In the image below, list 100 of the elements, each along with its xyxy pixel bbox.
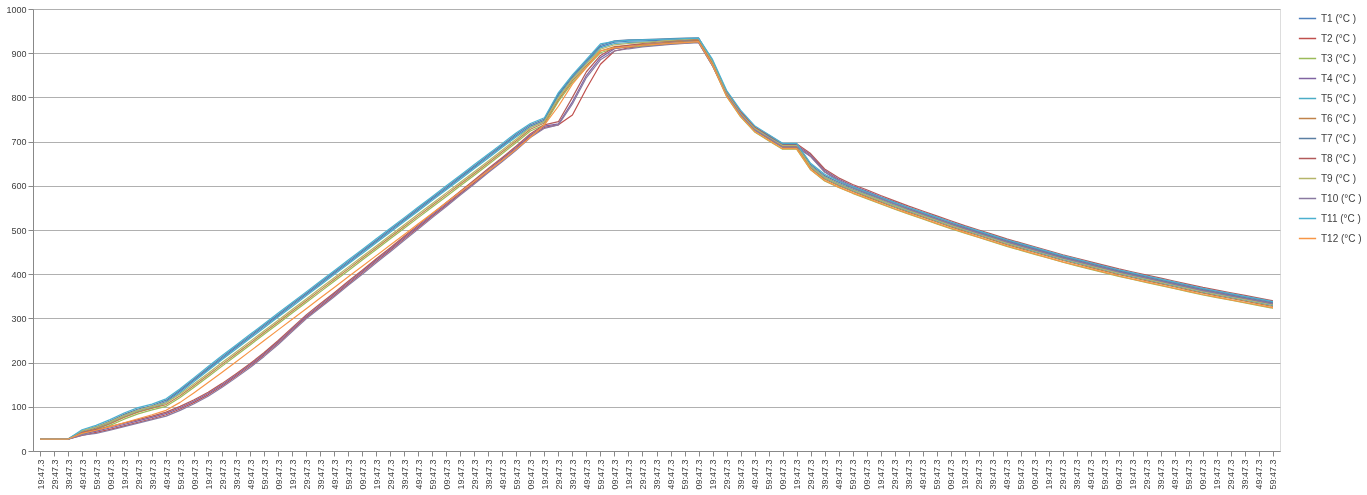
x-tick-label: 59:47.3	[1100, 459, 1111, 490]
legend-label: T12 (°C )	[1321, 232, 1362, 244]
x-tick-label: 29:47.3	[301, 459, 312, 490]
x-tick-label: 59:47.3	[1268, 459, 1279, 490]
x-tick-label: 19:47.3	[455, 459, 466, 490]
x-tick-label: 19:47.3	[371, 459, 382, 490]
x-tick-label: 09:47.3	[105, 459, 116, 490]
x-tick-label: 39:47.3	[63, 459, 74, 490]
legend-label: T3 (°C )	[1321, 52, 1357, 64]
x-tick-label: 49:47.3	[581, 459, 592, 490]
x-tick-label: 19:47.3	[539, 459, 550, 490]
x-tick-label: 19:47.3	[1128, 459, 1139, 490]
legend-label: T11 (°C )	[1321, 212, 1361, 224]
x-tick-label: 09:47.3	[441, 459, 452, 490]
legend-label: T4 (°C )	[1321, 72, 1357, 84]
x-tick-label: 19:47.3	[1044, 459, 1055, 490]
x-tick-label: 39:47.3	[904, 459, 915, 490]
x-tick-label: 29:47.3	[1142, 459, 1153, 490]
x-tick-label: 39:47.3	[820, 459, 831, 490]
x-tick-label: 49:47.3	[1170, 459, 1181, 490]
x-tick-label: 09:47.3	[946, 459, 957, 490]
x-tick-label: 09:47.3	[862, 459, 873, 490]
x-tick-label: 19:47.3	[623, 459, 634, 490]
x-tick-label: 09:47.3	[778, 459, 789, 490]
x-tick-label: 19:47.3	[119, 459, 130, 490]
x-tick-label: 49:47.3	[1254, 459, 1265, 490]
x-tick-label: 29:47.3	[217, 459, 228, 490]
x-tick-label: 39:47.3	[231, 459, 242, 490]
x-tick-label: 59:47.3	[848, 459, 859, 490]
x-tick-label: 39:47.3	[147, 459, 158, 490]
x-tick-label: 19:47.3	[35, 459, 46, 490]
x-tick-label: 39:47.3	[1240, 459, 1251, 490]
legend-label: T9 (°C )	[1321, 172, 1357, 184]
x-tick-label: 59:47.3	[259, 459, 270, 490]
x-tick-label: 49:47.3	[497, 459, 508, 490]
x-tick-label: 59:47.3	[91, 459, 102, 490]
x-tick-label: 49:47.3	[834, 459, 845, 490]
y-tick-label: 1000	[6, 4, 27, 15]
y-tick-label: 900	[11, 48, 27, 59]
legend-label: T6 (°C )	[1321, 112, 1357, 124]
x-tick-label: 39:47.3	[652, 459, 662, 490]
x-tick-label: 59:47.3	[680, 459, 691, 490]
x-tick-label: 59:47.3	[932, 459, 943, 490]
y-tick-label: 700	[11, 137, 27, 148]
y-tick-label: 800	[11, 92, 27, 103]
x-tick-label: 19:47.3	[792, 459, 803, 490]
x-tick-label: 49:47.3	[666, 459, 677, 490]
x-tick-label: 29:47.3	[469, 459, 480, 490]
x-tick-label: 29:47.3	[133, 459, 144, 490]
x-tick-label: 49:47.3	[329, 459, 340, 490]
y-tick-label: 600	[11, 181, 27, 192]
x-tick-label: 39:47.3	[483, 459, 494, 490]
x-tick-label: 49:47.3	[1002, 459, 1013, 490]
x-tick-label: 29:47.3	[722, 459, 733, 490]
x-tick-label: 19:47.3	[1212, 459, 1223, 490]
x-tick-label: 39:47.3	[1156, 459, 1167, 490]
legend-label: T8 (°C )	[1321, 152, 1357, 164]
x-tick-label: 29:47.3	[806, 459, 817, 490]
x-tick-label: 39:47.3	[567, 459, 578, 490]
x-tick-label: 39:47.3	[399, 459, 410, 490]
x-tick-label: 39:47.3	[988, 459, 999, 490]
legend-label: T7 (°C )	[1321, 132, 1357, 144]
x-tick-label: 29:47.3	[637, 459, 648, 490]
x-tick-label: 09:47.3	[1114, 459, 1125, 490]
x-tick-label: 29:47.3	[890, 459, 901, 490]
x-tick-label: 09:47.3	[609, 459, 620, 490]
legend-label: T2 (°C )	[1321, 32, 1357, 44]
x-tick-label: 49:47.3	[1086, 459, 1097, 490]
y-tick-label: 300	[11, 313, 27, 324]
x-tick-label: 59:47.3	[595, 459, 606, 490]
x-tick-label: 19:47.3	[203, 459, 214, 490]
x-tick-label: 09:47.3	[189, 459, 200, 490]
x-tick-label: 29:47.3	[49, 459, 60, 490]
y-tick-label: 500	[11, 225, 27, 236]
x-tick-label: 09:47.3	[273, 459, 284, 490]
x-tick-label: 29:47.3	[1226, 459, 1237, 490]
x-tick-label: 49:47.3	[413, 459, 424, 490]
x-tick-label: 39:47.3	[315, 459, 326, 490]
x-tick-label: 29:47.3	[1058, 459, 1069, 490]
x-tick-label: 59:47.3	[1184, 459, 1195, 490]
x-tick-label: 59:47.3	[511, 459, 522, 490]
y-tick-label: 0	[21, 446, 27, 457]
x-tick-label: 49:47.3	[161, 459, 172, 490]
y-tick-label: 100	[11, 402, 27, 413]
x-tick-label: 09:47.3	[1198, 459, 1209, 490]
x-tick-label: 09:47.3	[357, 459, 368, 490]
x-tick-label: 59:47.3	[764, 459, 775, 490]
x-tick-label: 29:47.3	[974, 459, 985, 490]
y-tick-label: 200	[11, 358, 27, 369]
x-tick-label: 19:47.3	[960, 459, 971, 490]
legend-label: T1 (°C )	[1321, 12, 1357, 24]
x-tick-label: 59:47.3	[1016, 459, 1027, 490]
x-tick-label: 59:47.3	[427, 459, 438, 490]
x-tick-label: 19:47.3	[287, 459, 298, 490]
legend-label: T5 (°C )	[1321, 92, 1357, 104]
x-tick-label: 49:47.3	[77, 459, 88, 490]
legend-label: T10 (°C )	[1321, 192, 1362, 204]
x-tick-label: 29:47.3	[385, 459, 396, 490]
x-tick-label: 49:47.3	[918, 459, 929, 490]
x-tick-label: 49:47.3	[750, 459, 761, 490]
